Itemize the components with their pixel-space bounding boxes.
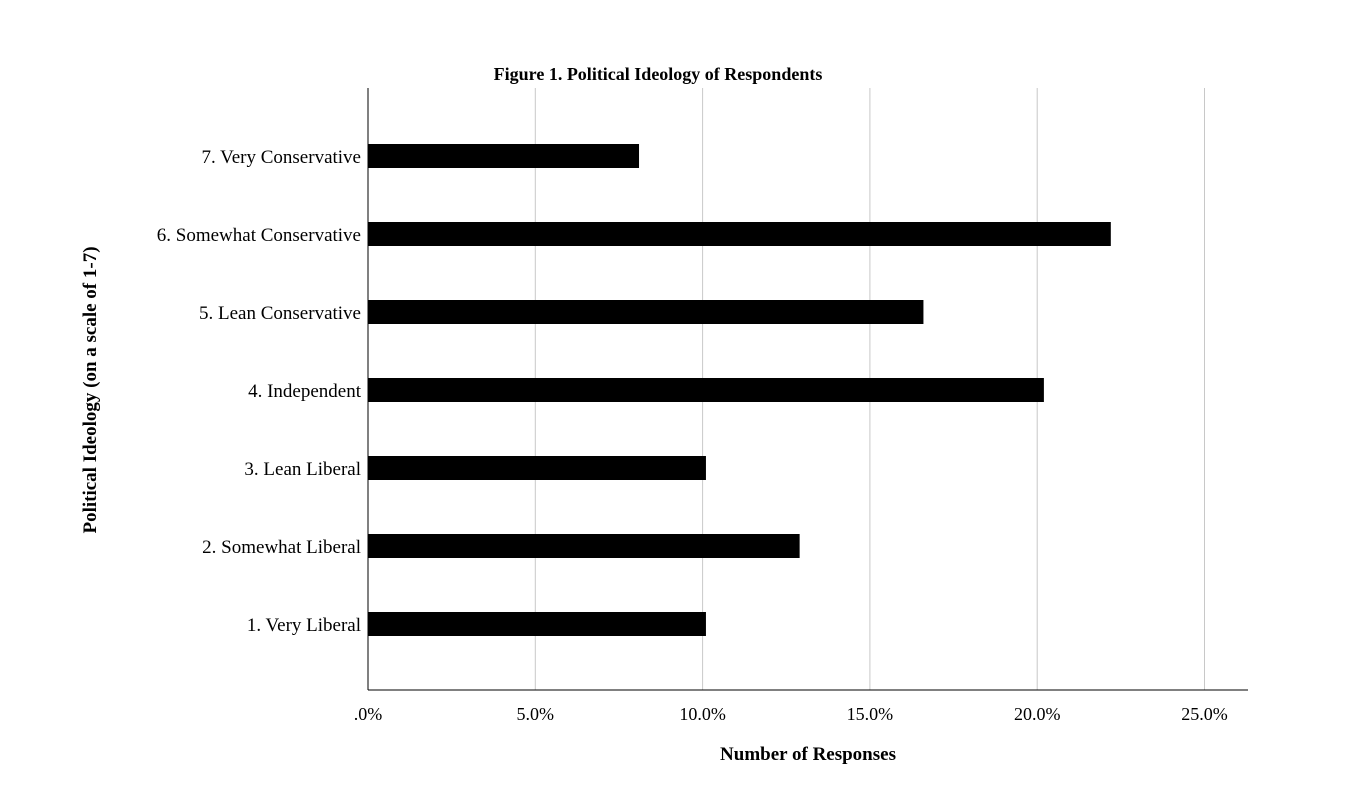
y-axis-title: Political Ideology (on a scale of 1-7): [80, 246, 101, 533]
axes: [367, 88, 1248, 691]
category-label: 7. Very Conservative: [201, 147, 361, 168]
bar: [368, 300, 924, 324]
category-label: 4. Independent: [248, 381, 362, 402]
bar: [368, 222, 1111, 246]
category-label: 5. Lean Conservative: [199, 303, 361, 324]
category-label: 3. Lean Liberal: [244, 459, 361, 480]
bar: [368, 378, 1044, 402]
bar: [368, 144, 640, 168]
x-tick-labels: .0% 5.0% 10.0% 15.0% 20.0% 25.0%: [354, 704, 1228, 724]
x-tick-label: 15.0%: [847, 704, 894, 724]
x-tick-label: 5.0%: [517, 704, 555, 724]
bars: [368, 144, 1111, 636]
bar: [368, 534, 800, 558]
x-tick-label: 10.0%: [679, 704, 726, 724]
x-tick-label: 20.0%: [1014, 704, 1061, 724]
category-labels: 7. Very Conservative 6. Somewhat Conserva…: [157, 147, 362, 636]
category-label: 1. Very Liberal: [247, 615, 361, 636]
x-axis-title: Number of Responses: [720, 744, 896, 765]
x-tick-label: 25.0%: [1181, 704, 1228, 724]
category-label: 6. Somewhat Conservative: [157, 225, 361, 246]
chart-title: Figure 1. Political Ideology of Responde…: [494, 64, 823, 84]
category-label: 2. Somewhat Liberal: [202, 537, 361, 558]
bar: [368, 612, 706, 636]
x-tick-label: .0%: [354, 704, 383, 724]
bar: [368, 456, 706, 480]
